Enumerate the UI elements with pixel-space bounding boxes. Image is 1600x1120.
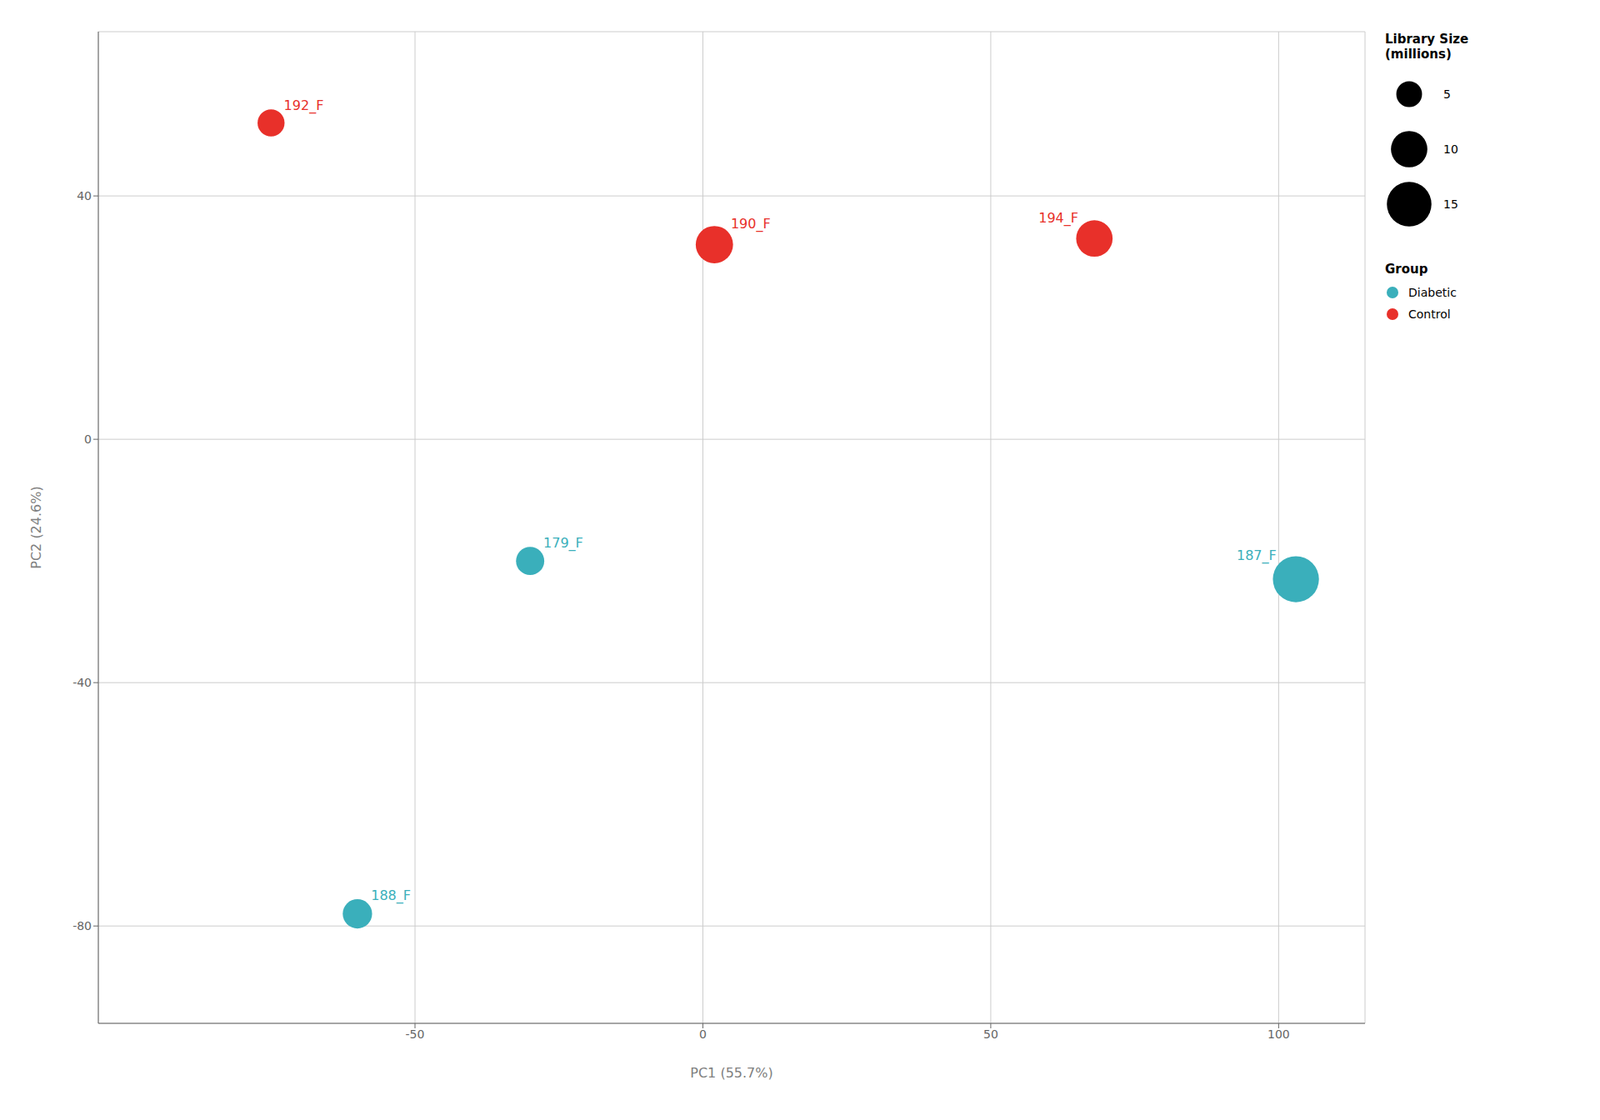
svg-text:0: 0: [84, 432, 92, 446]
svg-text:194_F: 194_F: [1038, 210, 1079, 227]
svg-text:-40: -40: [72, 675, 92, 690]
svg-text:179_F: 179_F: [543, 535, 584, 552]
svg-text:190_F: 190_F: [730, 215, 771, 233]
html-text:Library Size: Library Size: [1385, 31, 1469, 47]
html-text:10: 10: [1443, 142, 1459, 156]
html-text:Diabetic: Diabetic: [1408, 285, 1457, 300]
svg-text:188_F: 188_F: [370, 887, 411, 905]
html-text:(millions): (millions): [1385, 46, 1452, 62]
html-text:15: 15: [1443, 197, 1459, 211]
svg-text:100: 100: [1267, 1027, 1290, 1041]
svg-text:40: 40: [76, 189, 92, 203]
svg-text:PC2 (24.6%): PC2 (24.6%): [28, 485, 45, 569]
svg-text:192_F: 192_F: [284, 97, 325, 115]
html-text:5: 5: [1443, 87, 1451, 101]
svg-text:50: 50: [983, 1027, 999, 1041]
svg-text:187_F: 187_F: [1236, 547, 1277, 565]
svg-text:-80: -80: [72, 919, 92, 933]
svg-text:PC1 (55.7%): PC1 (55.7%): [690, 1065, 773, 1081]
svg-text:-50: -50: [405, 1027, 425, 1041]
html-text:Group: Group: [1385, 261, 1428, 277]
svg-text:0: 0: [699, 1027, 707, 1041]
html-text:Control: Control: [1408, 307, 1451, 321]
